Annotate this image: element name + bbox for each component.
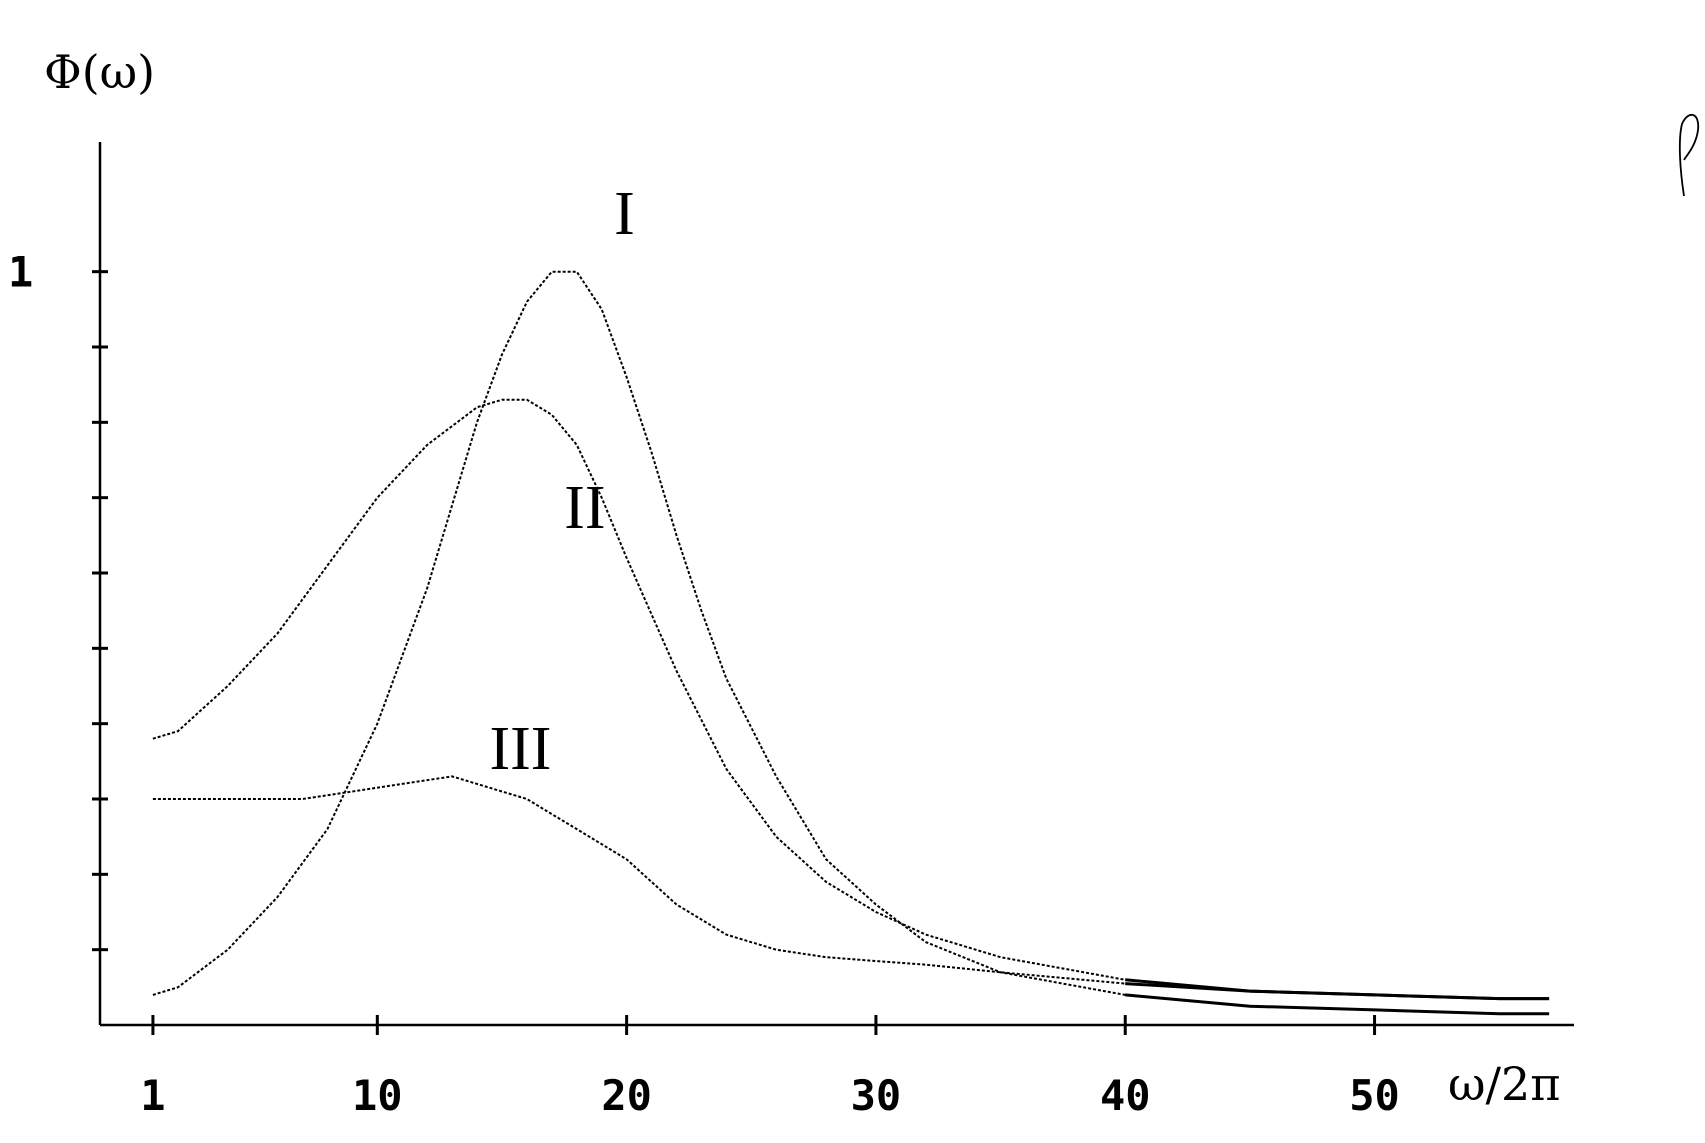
series-III-tail [1125, 982, 1550, 1001]
x-tick-label-3: 30 [851, 1071, 902, 1120]
series-III-line [152, 775, 1550, 1000]
series-I-tail [1125, 993, 1550, 1016]
curves [152, 270, 1550, 1016]
x-tick-label-4: 40 [1100, 1071, 1151, 1120]
x-tick-label-0: 1 [140, 1071, 165, 1120]
x-tick-label-1: 10 [352, 1071, 403, 1120]
y-ticks: 1 [8, 248, 108, 952]
series-label-II: II [564, 474, 605, 542]
axes [98, 142, 1574, 1027]
x-axis-title: ω/2π [1448, 1057, 1561, 1111]
series-label-I: I [614, 180, 635, 248]
series-II-tail [1125, 978, 1550, 1001]
series-label-III: III [490, 715, 552, 783]
x-tick-label-5: 50 [1349, 1071, 1400, 1120]
y-axis-title: Φ(ω) [44, 45, 155, 99]
x-ticks: 1 10 20 30 40 50 [140, 1015, 1400, 1120]
handwritten-mark [1678, 114, 1700, 197]
series-I-line [152, 270, 1550, 1015]
series-II-line [152, 398, 1550, 1000]
x-tick-label-2: 20 [601, 1071, 652, 1120]
y-tick-label-0: 1 [8, 248, 33, 297]
